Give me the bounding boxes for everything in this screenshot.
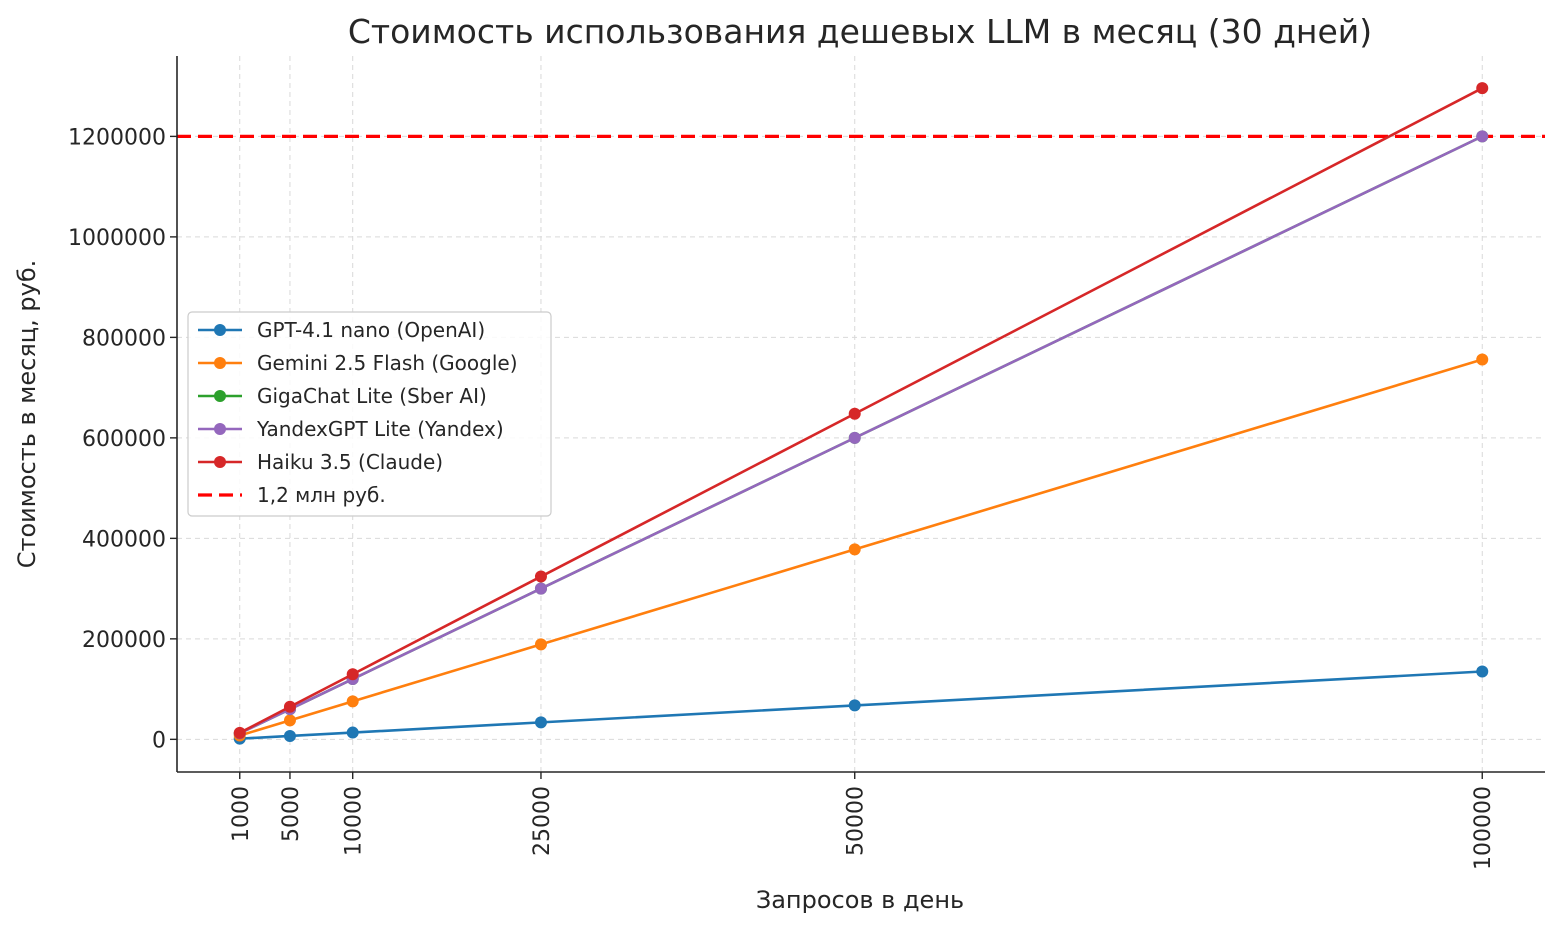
x-tick-label: 50000 [844,786,869,856]
legend-swatch-marker [214,324,226,336]
series-point-4 [848,407,861,420]
legend-swatch-marker [214,456,226,468]
y-tick-label: 800000 [82,326,166,351]
series-point-4 [534,570,547,583]
legend-swatch-marker [214,357,226,369]
series-point-3 [848,431,861,444]
series-point-4 [346,668,359,681]
series-point-4 [283,700,296,713]
y-tick-label: 400000 [82,527,166,552]
axes [176,56,1545,773]
series-point-1 [346,695,359,708]
y-tick-label: 600000 [82,427,166,452]
legend-label: Gemini 2.5 Flash (Google) [257,351,518,375]
series-point-0 [534,716,547,729]
legend-label: GigaChat Lite (Sber AI) [257,384,487,408]
series-line-0 [239,670,1483,740]
series-point-3 [534,582,547,595]
x-tick-label: 25000 [530,786,555,856]
series-point-0 [346,726,359,739]
legend-label: GPT-4.1 nano (OpenAI) [257,318,485,342]
series-point-0 [283,729,296,742]
y-tick-label: 0 [152,728,166,753]
legend-label: Haiku 3.5 (Claude) [257,450,443,474]
series-point-1 [283,714,296,727]
legend-label: YandexGPT Lite (Yandex) [256,417,504,441]
x-tick-label: 100000 [1471,786,1496,870]
series-point-1 [848,543,861,556]
legend-label: 1,2 млн руб. [257,483,386,507]
legend-frame [187,311,552,517]
series-point-0 [1476,665,1489,678]
ticks: 1000 5000 10000 25000 50000 10000002000004000… [68,125,1496,870]
series-line-1 [239,358,1483,737]
series-point-4 [233,726,246,739]
series-point-4 [1476,82,1489,95]
legend-swatch-marker [214,390,226,402]
series-point-1 [1476,353,1489,366]
series-point-3 [1476,130,1489,143]
series-layer [233,82,1489,745]
x-tick-label: 1000 [229,786,254,842]
x-axis-label: Запросов в день [756,886,964,914]
series-point-1 [534,638,547,651]
series-line-3 [239,135,1483,735]
series-line-4 [239,87,1483,734]
legend: GPT-4.1 nano (OpenAI) Gemini 2.5 Flash (G… [187,311,552,517]
legend-swatch-marker [214,423,226,435]
chart-title: Стоимость использования дешевых LLM в ме… [348,12,1372,51]
y-tick-label: 1200000 [68,125,166,150]
x-tick-label: 5000 [279,786,304,842]
y-tick-label: 200000 [82,628,166,653]
x-tick-label: 10000 [342,786,367,856]
y-axis-label: Стоимость в месяц, руб. [13,260,41,569]
y-tick-label: 1000000 [68,226,166,251]
series-point-0 [848,699,861,712]
